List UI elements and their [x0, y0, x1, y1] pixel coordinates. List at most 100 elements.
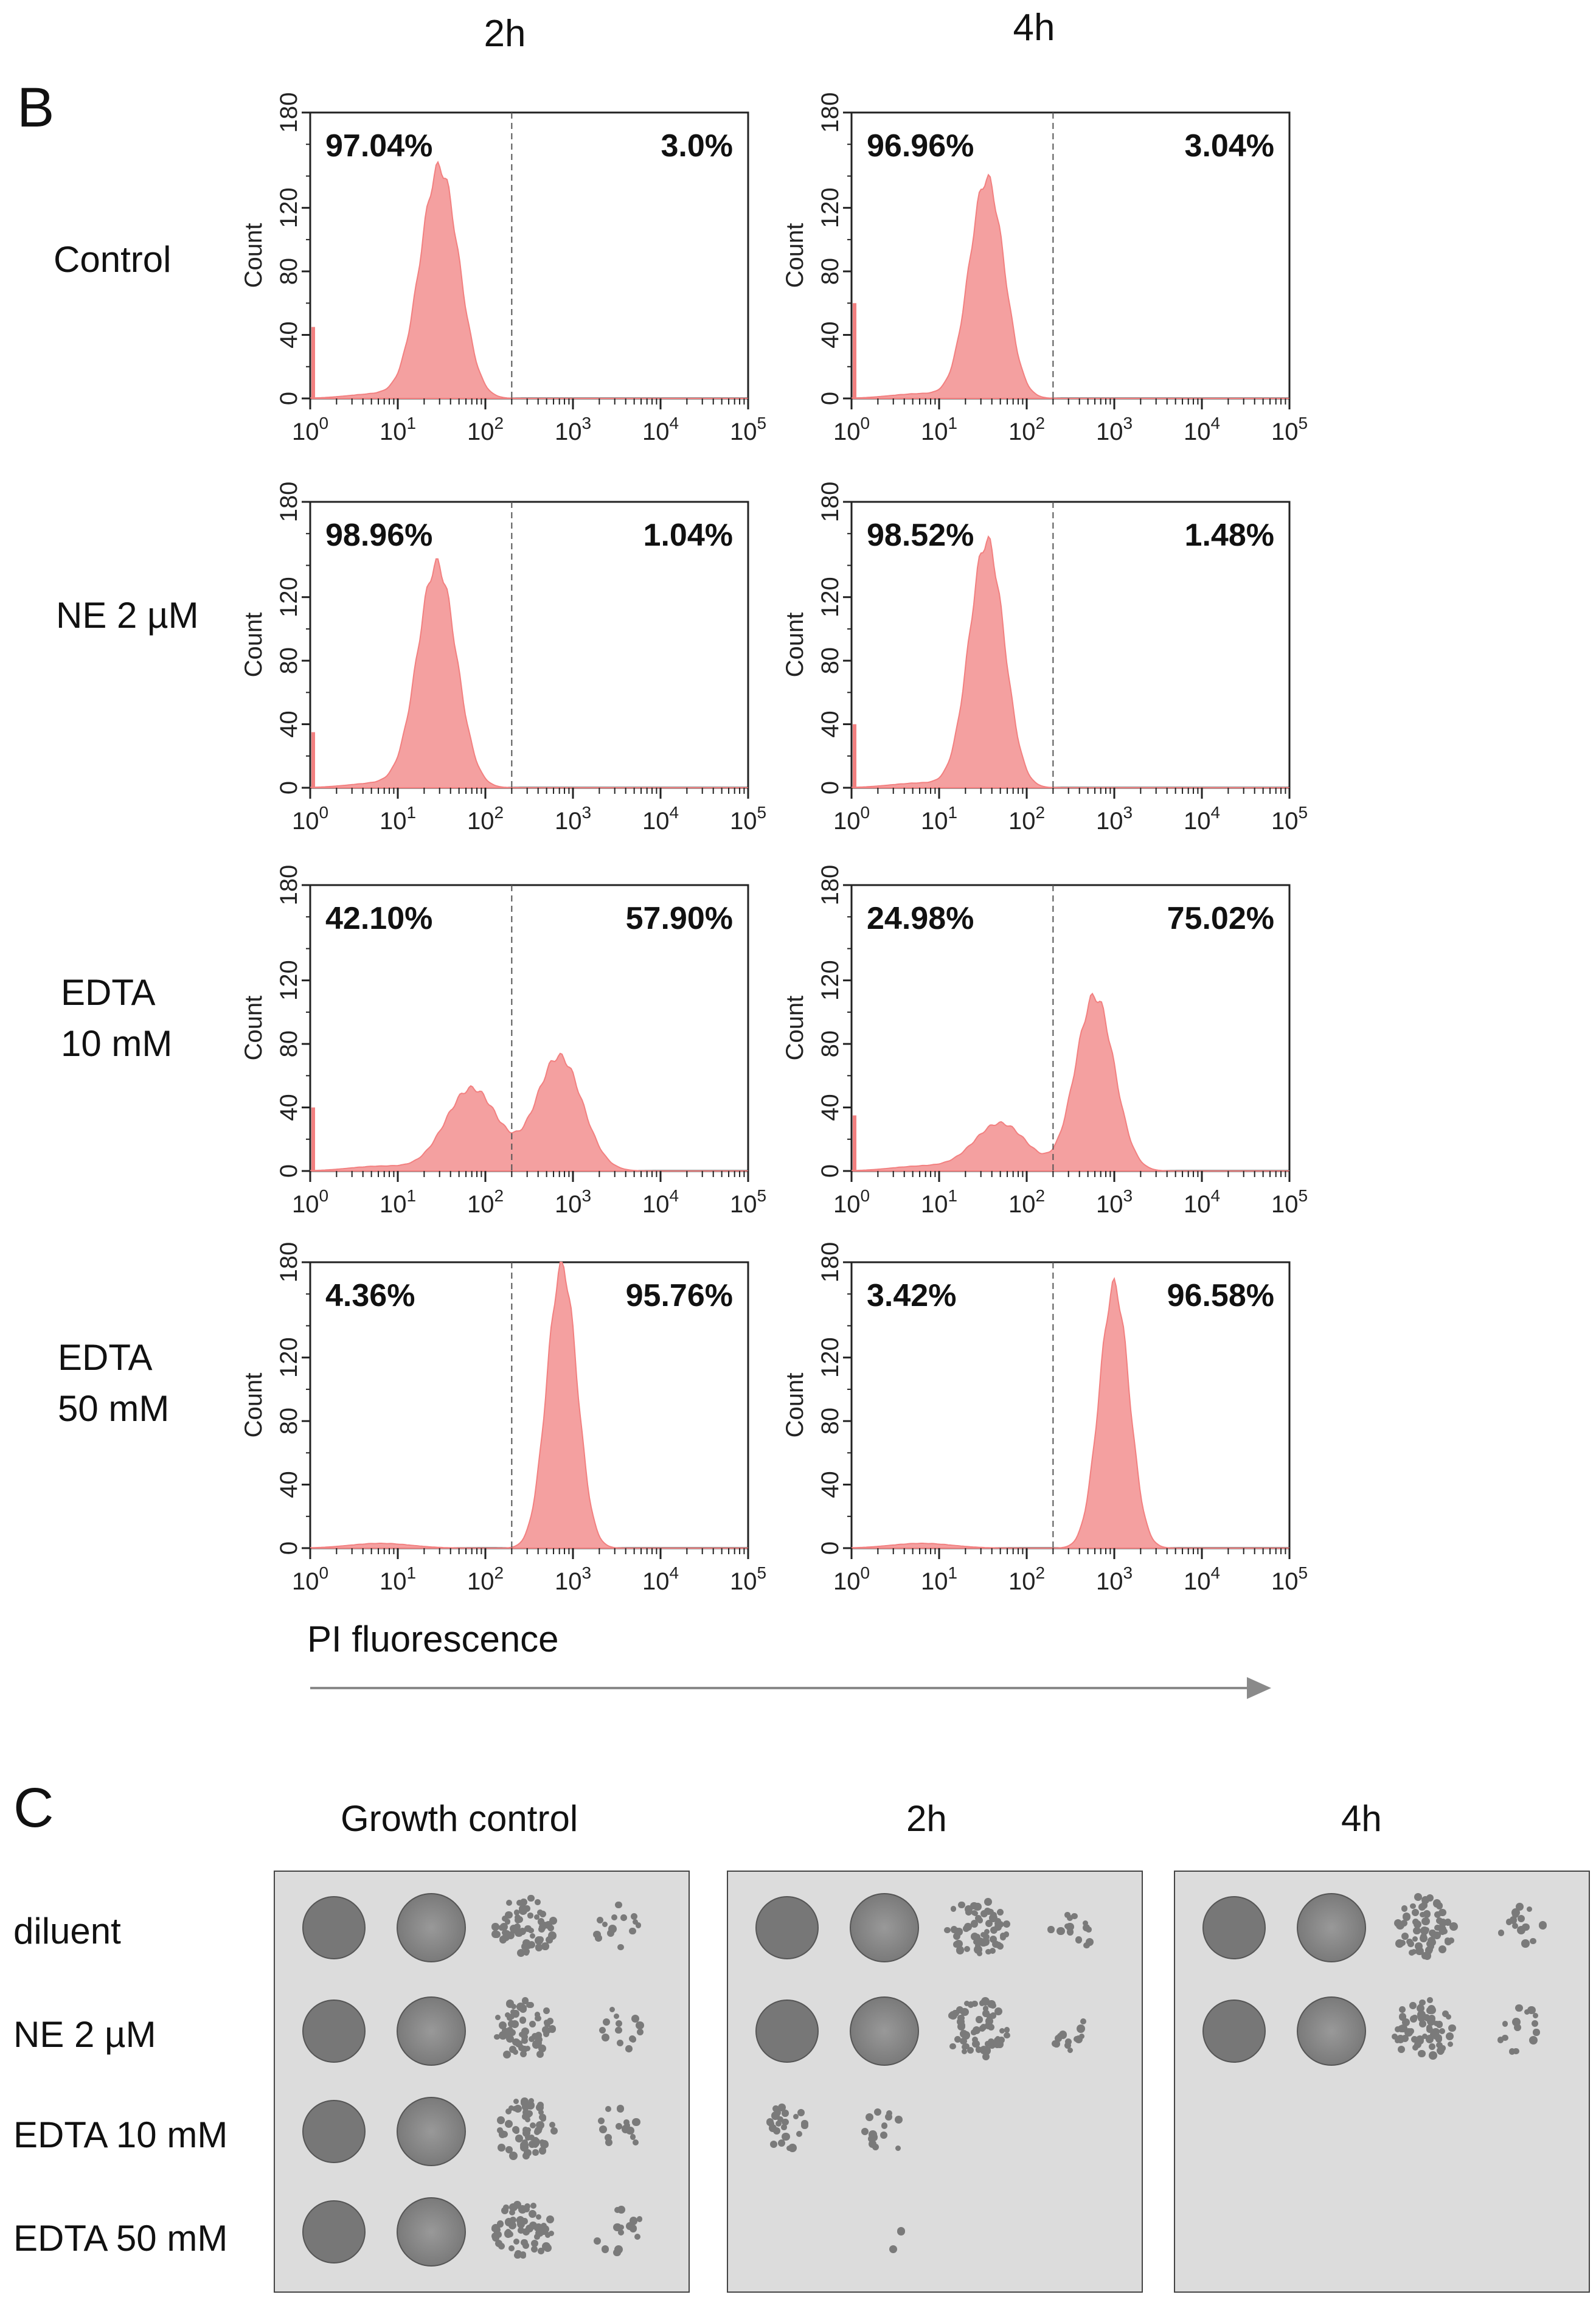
colony-dot	[1420, 1911, 1426, 1918]
colony-dot	[1418, 2004, 1424, 2010]
colony-dot	[541, 1942, 549, 1950]
panel-c-letter: C	[13, 1777, 54, 1839]
colony-dot	[535, 1899, 541, 1905]
colony-dot	[944, 1927, 951, 1934]
colony-dot	[1047, 1926, 1055, 1933]
colony-dot	[543, 2031, 550, 2037]
colony-dot	[1428, 1939, 1436, 1947]
right-gate-percent: 75.02%	[1167, 901, 1274, 936]
colony-dot	[957, 2022, 965, 2031]
colony-dot	[1412, 1936, 1418, 1942]
colony-spot	[1202, 1999, 1266, 2063]
x-tick-label: 102	[1008, 414, 1045, 445]
y-tick-label: 120	[276, 1337, 302, 1378]
colony-dot	[1083, 1942, 1091, 1949]
colony-dot	[1085, 1937, 1094, 1947]
colony-dot	[979, 1938, 988, 1947]
colony-dot	[537, 1918, 544, 1925]
colony-dot	[1447, 2041, 1453, 2048]
left-gate-percent: 42.10%	[325, 901, 432, 936]
histogram-edta10-4h: 24.98% 75.02% 0 40 80 120 180 Count 100 101 102 103…	[772, 865, 1314, 1232]
colony-dot	[1532, 2013, 1539, 2019]
colony-dot	[1528, 2035, 1538, 2045]
plate-row-diluent: diluent	[13, 1911, 121, 1951]
y-axis-label: Count	[782, 613, 808, 678]
colony-dot	[1392, 2033, 1398, 2040]
colony-dot	[509, 2203, 518, 2212]
colony-dot	[633, 1919, 639, 1925]
colony-dot	[1080, 2018, 1086, 2024]
colony-dot	[503, 2051, 512, 2059]
y-tick-label: 40	[276, 1471, 302, 1498]
x-tick-label: 105	[730, 1563, 766, 1595]
colony-dot	[614, 2206, 621, 2213]
x-tick-label: 105	[730, 803, 766, 835]
colony-dot	[1435, 2021, 1443, 2028]
y-tick-label: 180	[817, 482, 844, 523]
colony-dot	[544, 2231, 551, 2238]
colony-dot	[513, 2098, 519, 2104]
colony-dot	[535, 2012, 541, 2018]
colony-dot	[605, 2134, 612, 2142]
colony-dot	[635, 1922, 642, 1928]
histogram-spike	[853, 1115, 856, 1171]
colony-dot	[1071, 1913, 1078, 1920]
colony-dot	[1513, 2048, 1519, 2055]
colony-dot	[979, 2000, 985, 2007]
left-gate-percent: 24.98%	[867, 901, 974, 936]
x-tick-label: 100	[833, 414, 870, 445]
colony-dot	[1058, 2030, 1067, 2039]
colony-spot	[302, 2200, 366, 2264]
plate-header-2h: 2h	[906, 1798, 947, 1839]
colony-spot	[755, 1896, 819, 1959]
colony-dot	[1077, 2024, 1086, 2033]
colony-dot	[964, 2001, 970, 2007]
colony-dot	[602, 2034, 610, 2042]
left-gate-percent: 97.04%	[325, 128, 432, 164]
colony-dot	[1410, 1948, 1417, 1955]
colony-dot	[546, 2215, 555, 2224]
plate-row-ne: NE 2 µM	[13, 2014, 156, 2055]
colony-dot	[1419, 1999, 1426, 2006]
colony-dot	[508, 2020, 515, 2028]
colony-dot	[543, 2142, 549, 2149]
y-tick-label: 0	[817, 1541, 844, 1555]
colony-dot	[1521, 1939, 1530, 1948]
colony-dot	[1415, 1947, 1424, 1956]
y-tick-label: 0	[276, 781, 302, 794]
colony-dot	[509, 2151, 518, 2160]
colony-dot	[1406, 1938, 1414, 1945]
colony-dot	[505, 1911, 513, 1919]
colony-spot	[850, 1893, 919, 1962]
colony-dot	[515, 1917, 522, 1924]
colony-dot	[1394, 2026, 1401, 2032]
colony-dot	[1418, 2020, 1426, 2027]
histogram-svg: 24.98% 75.02% 0 40 80 120 180 Count 100 101 102 103…	[782, 865, 1308, 1218]
row-label-ne: NE 2 µM	[56, 590, 199, 641]
colony-dot	[496, 2220, 504, 2228]
colony-dot	[1509, 1916, 1518, 1924]
colony-dot	[497, 2116, 505, 2124]
right-gate-percent: 1.48%	[1185, 518, 1274, 553]
y-tick-label: 80	[817, 1408, 844, 1435]
colony-dot	[1413, 1927, 1421, 1935]
colony-dot	[964, 1945, 971, 1952]
colony-dot	[982, 2006, 989, 2012]
colony-dot	[988, 2038, 995, 2046]
x-tick-label: 104	[1184, 1186, 1220, 1218]
y-axis-label: Count	[782, 223, 808, 288]
colony-dot	[521, 2037, 528, 2044]
colony-spot	[302, 1999, 366, 2063]
left-gate-percent: 3.42%	[867, 1278, 956, 1313]
colony-dot	[519, 2004, 527, 2012]
colony-dot	[793, 2114, 799, 2120]
colony-dot	[510, 2216, 517, 2224]
colony-dot	[950, 1906, 957, 1912]
colony-dot	[528, 1927, 535, 1934]
colony-dot	[889, 2245, 898, 2253]
colony-dot	[971, 2037, 978, 2043]
x-tick-label: 102	[467, 1186, 504, 1218]
colony-dot	[1424, 1927, 1430, 1933]
colony-dot	[991, 1940, 999, 1948]
colony-dot	[519, 1928, 527, 1936]
